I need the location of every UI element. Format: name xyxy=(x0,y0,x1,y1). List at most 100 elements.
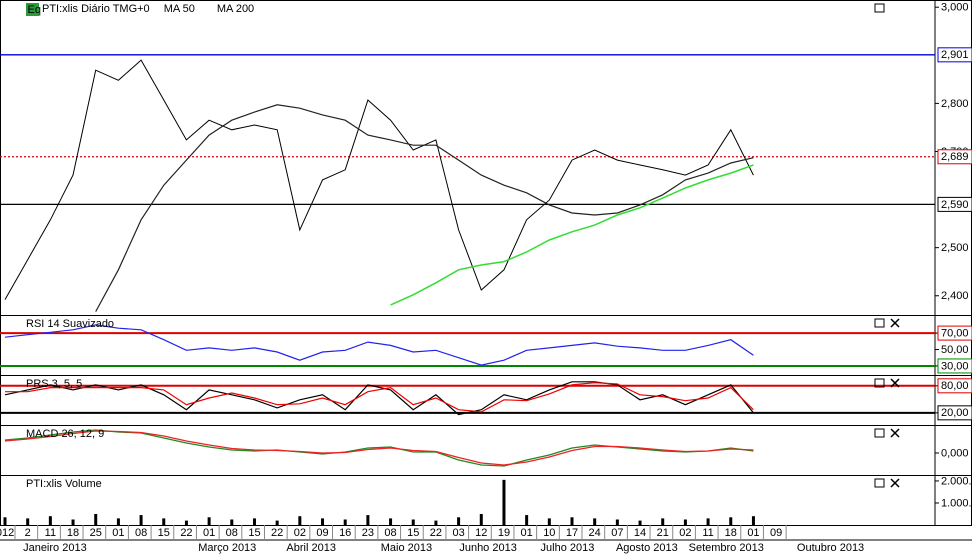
y-tick-label: 3,000 xyxy=(941,2,969,14)
close-icon[interactable] xyxy=(890,318,900,328)
x-tick-label: 15 xyxy=(248,527,260,539)
volume-bar xyxy=(751,516,755,525)
month-label: Abril 2013 xyxy=(286,542,336,554)
x-tick-label: 012 xyxy=(0,527,14,539)
x-tick-label: 2 xyxy=(25,527,31,539)
volume-bar xyxy=(525,515,529,525)
x-tick-label: 17 xyxy=(566,527,578,539)
month-label: Agosto 2013 xyxy=(616,542,678,554)
y-tick-box xyxy=(937,325,972,341)
panel-title: PTI:xlis Volume xyxy=(26,478,102,490)
x-tick-label: 01 xyxy=(747,527,759,539)
x-tick-label: 08 xyxy=(135,527,147,539)
volume-bar xyxy=(389,518,393,525)
y-tick-label: 0,000 xyxy=(941,447,969,459)
y-tick-box xyxy=(937,378,972,394)
maximize-icon[interactable] xyxy=(874,318,885,328)
y-tick-label: 2,800 xyxy=(941,98,969,110)
y-tick-box xyxy=(937,405,972,421)
x-tick-label: 11 xyxy=(45,527,56,539)
level-label: 2,590 xyxy=(941,199,969,211)
maximize-icon[interactable] xyxy=(874,378,885,388)
volume-bar xyxy=(547,518,551,525)
x-tick-label: 12 xyxy=(475,527,487,539)
month-label: Março 2013 xyxy=(198,542,256,554)
x-tick-label: 15 xyxy=(158,527,170,539)
volume-bar xyxy=(139,515,143,525)
month-label: Maio 2013 xyxy=(381,542,432,554)
series-line xyxy=(4,324,754,366)
close-icon[interactable] xyxy=(890,478,900,488)
x-tick-label: 11 xyxy=(702,527,713,539)
x-tick-label: 21 xyxy=(657,527,669,539)
volume-bar xyxy=(661,518,665,525)
legend-entry[interactable]: MA 50 xyxy=(164,3,195,15)
month-label: Janeiro 2013 xyxy=(23,542,87,554)
x-tick-label: 25 xyxy=(90,527,102,539)
x-tick-label: 02 xyxy=(679,527,691,539)
volume-bar xyxy=(593,518,597,525)
x-tick-label: 18 xyxy=(67,527,79,539)
x-tick-label: 24 xyxy=(589,527,601,539)
y-tick-label: 70,00 xyxy=(941,327,969,339)
month-label: Julho 2013 xyxy=(541,542,595,554)
x-tick-label: 01 xyxy=(203,527,215,539)
close-icon[interactable] xyxy=(890,428,900,438)
month-label: Setembro 2013 xyxy=(689,542,764,554)
y-tick-label: 2.000.000 xyxy=(941,475,972,487)
series-line xyxy=(4,59,754,300)
x-tick-label: 08 xyxy=(226,527,238,539)
volume-bar xyxy=(275,520,279,525)
x-tick-label: 01 xyxy=(112,527,124,539)
volume-bar xyxy=(26,518,30,525)
volume-bar xyxy=(48,516,52,525)
eq-icon xyxy=(26,3,39,16)
volume-bar xyxy=(570,517,574,525)
maximize-icon[interactable] xyxy=(874,478,885,488)
eq-icon-text: Eq xyxy=(28,4,41,16)
month-label: Junho 2013 xyxy=(459,542,517,554)
volume-bar xyxy=(706,518,710,525)
y-tick-label: 2,500 xyxy=(941,242,969,254)
volume-bar xyxy=(434,520,438,525)
x-tick-label: 10 xyxy=(543,527,555,539)
y-tick-label: 20,00 xyxy=(941,407,969,419)
level-label-box xyxy=(937,149,972,165)
x-tick-label: 22 xyxy=(271,527,283,539)
volume-bar xyxy=(298,516,302,525)
maximize-icon[interactable] xyxy=(874,428,885,438)
y-tick-box xyxy=(937,358,972,374)
y-tick-label: 30,00 xyxy=(941,360,969,372)
level-label-box xyxy=(937,196,972,212)
volume-bar xyxy=(729,517,733,525)
panel-title: MACD 26, 12, 9 xyxy=(26,428,104,440)
volume-bar xyxy=(343,519,347,525)
x-tick-label: 09 xyxy=(770,527,782,539)
series-line xyxy=(5,382,754,413)
volume-bar xyxy=(162,518,166,525)
y-tick-label: 50,00 xyxy=(941,344,969,356)
month-label: Outubro 2013 xyxy=(797,542,864,554)
level-label: 2,901 xyxy=(941,49,969,61)
y-tick-label: 1.000.000 xyxy=(941,497,972,509)
maximize-icon[interactable] xyxy=(874,3,885,13)
series-line xyxy=(4,430,754,466)
x-tick-label: 23 xyxy=(362,527,374,539)
x-tick-label: 09 xyxy=(316,527,328,539)
panel-title: PTI:xlis Diário TMG+0 xyxy=(42,3,150,15)
x-tick-label: 03 xyxy=(452,527,464,539)
legend-entry[interactable]: MA 200 xyxy=(217,3,254,15)
level-label: 2,689 xyxy=(941,151,969,163)
x-tick-label: 19 xyxy=(498,527,510,539)
x-tick-label: 07 xyxy=(611,527,623,539)
x-tick-label: 22 xyxy=(430,527,442,539)
volume-bar xyxy=(615,519,619,525)
volume-bar xyxy=(366,515,370,525)
volume-bar xyxy=(230,519,234,525)
panel-title: RSI 14 Suavizado xyxy=(26,318,114,330)
x-tick-label: 18 xyxy=(725,527,737,539)
close-icon[interactable] xyxy=(890,378,900,388)
x-tick-label: 01 xyxy=(521,527,533,539)
